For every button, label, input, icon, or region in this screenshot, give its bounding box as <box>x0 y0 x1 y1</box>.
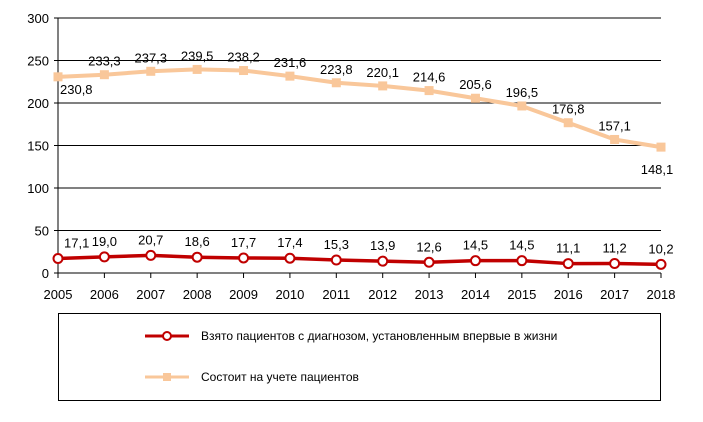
data-label: 230,8 <box>60 82 93 97</box>
legend-item-registered-patients: Состоит на учете пациентов <box>145 367 359 387</box>
x-tick-label: 2014 <box>461 287 490 302</box>
y-tick-labels: 0 50 100 150 200 250 300 <box>27 11 49 281</box>
data-label: 205,6 <box>459 77 492 92</box>
data-point <box>284 252 296 264</box>
data-point <box>424 86 434 96</box>
y-tick-label: 250 <box>27 54 49 69</box>
x-tick-label: 2009 <box>229 287 258 302</box>
data-label: 196,5 <box>506 85 539 100</box>
data-point <box>191 251 203 263</box>
y-tick-label: 200 <box>27 96 49 111</box>
data-label: 233,3 <box>88 54 121 69</box>
data-label: 231,6 <box>274 55 307 70</box>
data-label: 17,7 <box>231 235 256 250</box>
data-point <box>330 254 342 266</box>
y-tick-label: 0 <box>42 266 49 281</box>
x-tick-label: 2018 <box>647 287 676 302</box>
data-label: 237,3 <box>134 50 167 65</box>
x-tick-label: 2013 <box>415 287 444 302</box>
legend-label-registered-patients: Состоит на учете пациентов <box>201 370 359 384</box>
data-point <box>192 64 202 74</box>
x-tick-label: 2012 <box>368 287 397 302</box>
data-point <box>469 255 481 267</box>
x-tick-label: 2017 <box>600 287 629 302</box>
data-point <box>517 101 527 111</box>
x-tick-label: 2011 <box>322 287 350 302</box>
data-label: 11,1 <box>556 241 580 256</box>
data-label: 15,3 <box>324 237 349 252</box>
data-labels: 230,8 233,3 237,3 239,5 238,2 231,6 223,8 220,1… <box>60 48 674 256</box>
data-label: 10,2 <box>648 241 673 256</box>
data-label: 220,1 <box>366 65 399 80</box>
x-tick-label: 2010 <box>275 287 304 302</box>
data-point <box>98 251 110 263</box>
legend-marker-new-patients <box>145 331 189 341</box>
y-tick-label: 300 <box>27 11 49 26</box>
data-point <box>562 258 574 270</box>
data-point <box>655 258 667 270</box>
data-point <box>53 72 63 82</box>
data-point <box>656 142 666 152</box>
data-point <box>563 118 573 128</box>
x-tick-label: 2005 <box>44 287 73 302</box>
data-label: 19,0 <box>92 234 117 249</box>
data-point <box>609 257 621 269</box>
data-label: 214,6 <box>413 70 446 85</box>
data-label: 239,5 <box>181 48 214 63</box>
data-point <box>145 249 157 261</box>
data-point <box>610 134 620 144</box>
legend-label-new-patients: Взято пациентов с диагнозом, установленн… <box>201 329 558 343</box>
data-label: 11,2 <box>602 240 626 255</box>
data-point <box>331 78 341 88</box>
data-point <box>238 252 250 264</box>
axes <box>54 17 662 278</box>
data-point <box>99 70 109 80</box>
x-tick-label: 2008 <box>183 287 212 302</box>
x-tick-label: 2016 <box>554 287 583 302</box>
series-line <box>57 253 662 267</box>
data-label: 176,8 <box>552 102 585 117</box>
legend-marker-registered-patients <box>145 373 189 381</box>
x-tick-label: 2006 <box>90 287 119 302</box>
series-line <box>57 67 662 150</box>
gridlines <box>58 17 661 231</box>
x-tick-labels: 2005 2006 2007 2008 2009 2010 2011 2012 2013 2014… <box>44 287 676 302</box>
data-point <box>470 93 480 103</box>
data-label: 14,5 <box>509 238 534 253</box>
data-label: 20,7 <box>138 232 163 247</box>
data-label: 17,1 <box>64 235 89 250</box>
data-point <box>377 255 389 267</box>
data-label: 157,1 <box>598 118 631 133</box>
data-point <box>423 256 435 268</box>
data-point <box>378 81 388 91</box>
data-label: 17,4 <box>277 235 302 250</box>
data-point <box>146 66 156 76</box>
x-tick-label: 2015 <box>507 287 536 302</box>
data-label: 148,1 <box>641 162 674 177</box>
data-point <box>516 255 528 267</box>
data-point <box>52 252 64 264</box>
y-tick-label: 100 <box>27 181 49 196</box>
data-label: 223,8 <box>320 62 353 77</box>
y-tick-label: 50 <box>35 224 49 239</box>
y-tick-label: 150 <box>27 139 49 154</box>
data-label: 18,6 <box>184 234 209 249</box>
legend-item-new-patients: Взято пациентов с диагнозом, установленн… <box>145 326 557 346</box>
data-label: 14,5 <box>463 238 488 253</box>
data-label: 12,6 <box>416 239 441 254</box>
data-label: 238,2 <box>227 50 260 65</box>
x-tick-label: 2007 <box>136 287 165 302</box>
data-point <box>239 66 249 76</box>
series-group <box>52 64 667 270</box>
legend: Взято пациентов с диагнозом, установленн… <box>58 313 661 401</box>
data-label: 13,9 <box>370 238 395 253</box>
data-point <box>285 71 295 81</box>
